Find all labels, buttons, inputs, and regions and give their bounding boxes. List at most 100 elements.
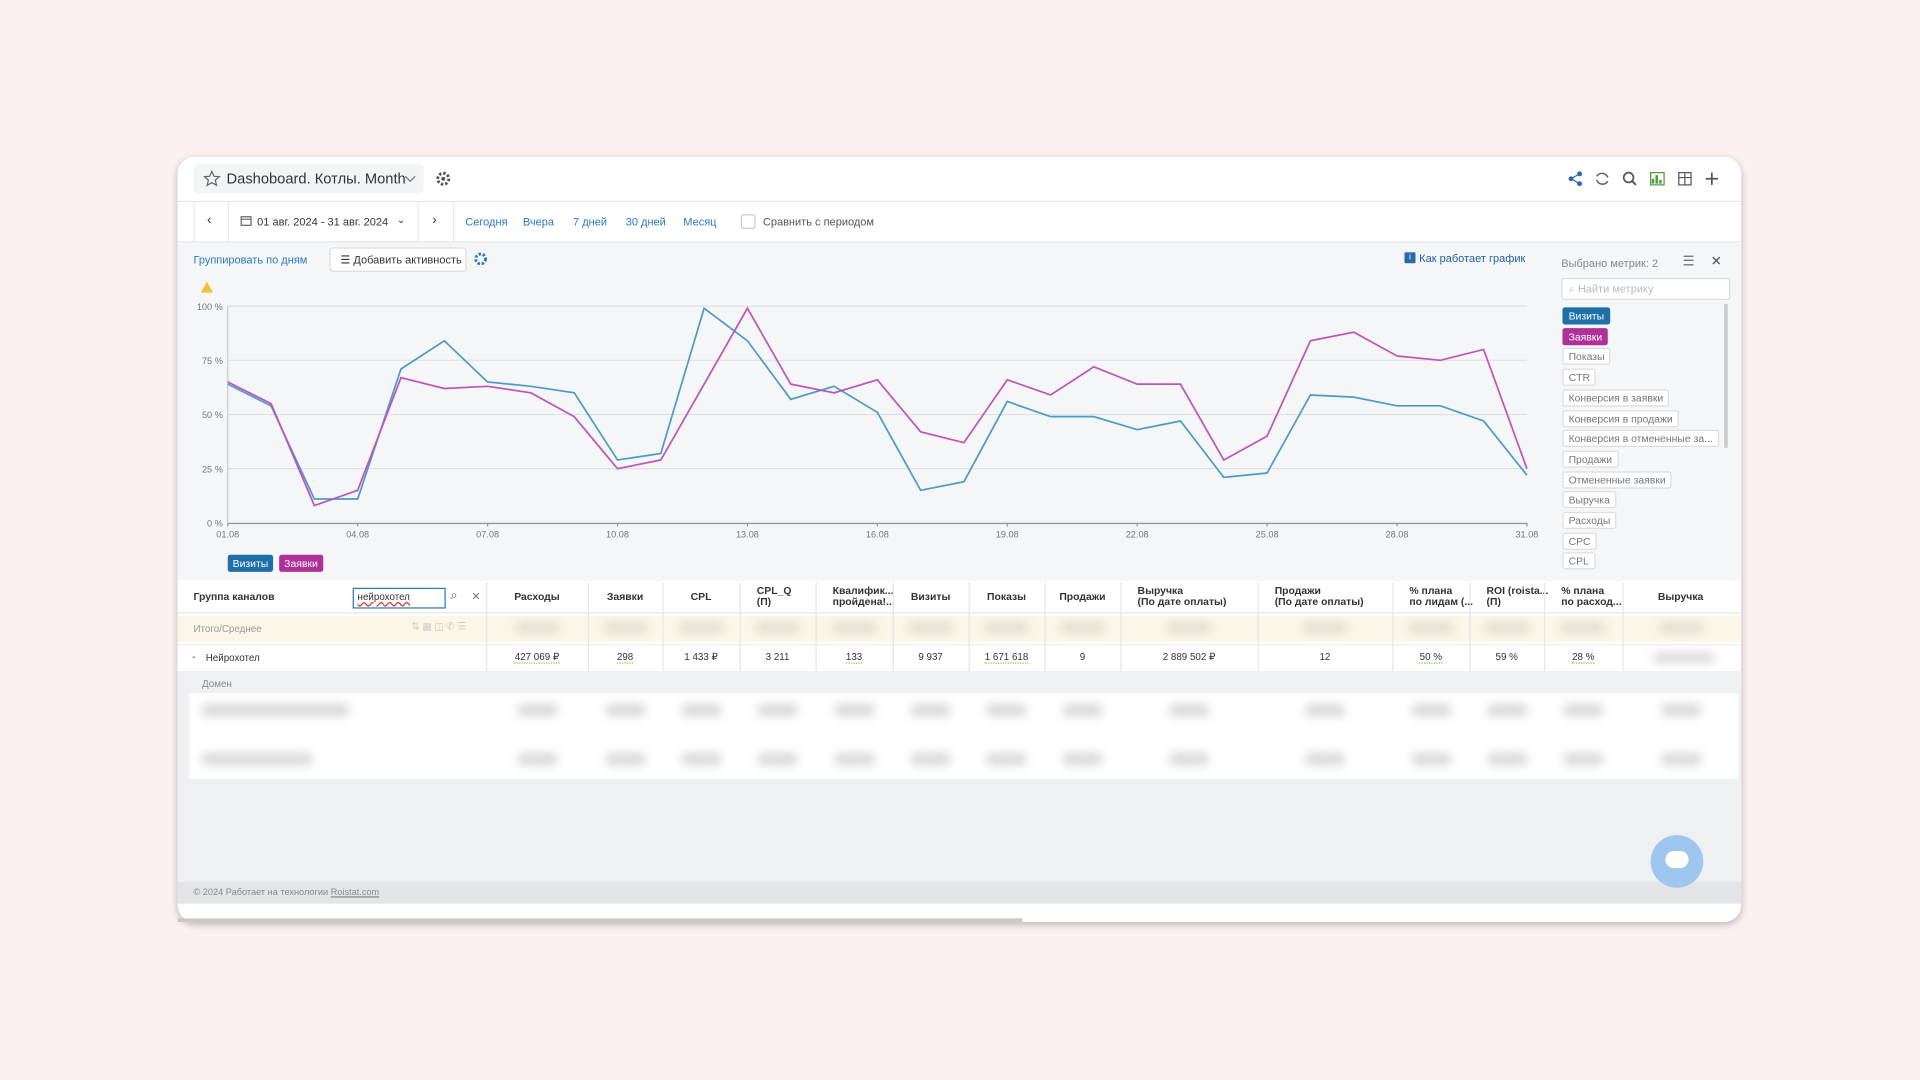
cell: 28 %: [1544, 651, 1622, 664]
column-border: [662, 582, 664, 672]
blurred-cell: [202, 753, 313, 766]
divider: [177, 644, 1742, 646]
cell: 3 211: [740, 651, 816, 662]
metric-item[interactable]: CPC: [1562, 532, 1597, 550]
channel-search[interactable]: [352, 587, 446, 609]
metric-item[interactable]: CPL: [1562, 552, 1595, 570]
row-toggle[interactable]: -: [192, 651, 196, 663]
placeholder-text: Найти метрику: [1577, 282, 1654, 296]
blurred-cell: [1060, 623, 1105, 632]
column-header[interactable]: Квалифик... пройдена!...: [832, 584, 895, 608]
dashboard-title[interactable]: Dashoboard. Котлы. Month: [226, 170, 406, 188]
prev-button[interactable]: ‹: [206, 213, 212, 228]
metric-item[interactable]: Конверсия в заявки: [1562, 389, 1670, 407]
add-activity-button[interactable]: [329, 247, 467, 272]
chart-icon[interactable]: [1650, 172, 1665, 186]
blurred-cell: [1487, 704, 1527, 717]
x-tick-label: 10.08: [606, 530, 629, 540]
column-header[interactable]: Визиты: [910, 590, 951, 603]
column-header[interactable]: Показы: [987, 590, 1027, 603]
h-scrollbar: [177, 918, 1023, 923]
preset-link[interactable]: Вчера: [522, 215, 554, 228]
divider: [177, 200, 1742, 203]
column-header[interactable]: Заявки: [606, 590, 644, 603]
add-activity-label[interactable]: ☰ Добавить активность: [340, 253, 461, 266]
search-button[interactable]: ⌕: [450, 588, 458, 603]
date-chevron[interactable]: ⌄: [396, 214, 405, 226]
column-header[interactable]: Продажи (По дате оплаты): [1274, 584, 1364, 608]
cell-value: 9 937: [918, 651, 943, 663]
legend-entry[interactable]: Визиты: [227, 554, 274, 572]
column-header[interactable]: Группа каналов: [193, 590, 275, 603]
share-icon[interactable]: [1568, 171, 1583, 187]
preset-link[interactable]: Сегодня: [465, 215, 508, 228]
divider: [453, 202, 455, 242]
metric-item[interactable]: Продажи: [1562, 450, 1619, 468]
column-header[interactable]: % плана по расход...: [1561, 584, 1622, 608]
blurred-cell: [1169, 704, 1209, 717]
chevron[interactable]: [404, 174, 416, 184]
close-icon[interactable]: ✕: [1710, 254, 1722, 270]
footer: [177, 881, 1742, 904]
metric-item[interactable]: Конверсия в продажи: [1562, 409, 1679, 427]
column-header[interactable]: CPL: [690, 590, 712, 603]
next-button[interactable]: ›: [432, 213, 437, 228]
settings-icon[interactable]: [436, 171, 451, 186]
cell-value: 9: [1079, 651, 1086, 663]
star-icon[interactable]: [203, 170, 221, 187]
refresh-icon[interactable]: [1595, 172, 1609, 185]
blurred-cell: [605, 753, 645, 766]
blurred-cell: [986, 753, 1027, 766]
metric-item[interactable]: Конверсия в отмененные за...: [1562, 430, 1719, 448]
metric-item[interactable]: Визиты: [1562, 307, 1611, 325]
column-border: [587, 582, 589, 672]
preset-link[interactable]: 30 дней: [625, 215, 666, 228]
help-link[interactable]: Как работает график: [1419, 252, 1526, 265]
compare-label[interactable]: Сравнить с периодом: [762, 215, 874, 228]
list-icon: ☰: [340, 253, 354, 266]
column-header[interactable]: Продажи: [1059, 590, 1106, 603]
chart-settings-icon[interactable]: [474, 252, 487, 266]
clear-button[interactable]: ✕: [471, 590, 481, 603]
column-header[interactable]: Выручка: [1657, 590, 1704, 603]
blurred-cell: [911, 753, 951, 766]
list-view-icon[interactable]: ☰: [1682, 254, 1695, 270]
preset-link[interactable]: Месяц: [683, 215, 717, 228]
group-by[interactable]: Группировать по дням: [193, 253, 308, 266]
table-icon[interactable]: [1678, 172, 1692, 186]
blurred-cell: [1411, 753, 1451, 766]
metric-item[interactable]: Показы: [1562, 348, 1611, 366]
title-box[interactable]: [193, 164, 424, 194]
date-range[interactable]: 01 авг. 2024 - 31 авг. 2024: [257, 215, 389, 228]
column-header[interactable]: CPL_Q (П): [756, 584, 792, 608]
total-label: Итого/Среднее: [193, 623, 262, 635]
metric-search[interactable]: [1561, 277, 1731, 301]
blurred-cell: [605, 704, 645, 717]
row-label[interactable]: Нейрохотел: [205, 652, 260, 664]
blurred-cell: [757, 753, 798, 766]
channel-search-value[interactable]: нейрохотел: [357, 591, 410, 603]
column-header[interactable]: % плана по лидам (...: [1409, 584, 1474, 608]
legend-entry[interactable]: Заявки: [279, 554, 323, 572]
column-header[interactable]: Выручка (По дате оплаты): [1137, 584, 1227, 608]
blurred-cell: [681, 704, 721, 717]
add-icon[interactable]: [1705, 172, 1718, 185]
metric-item[interactable]: CTR: [1562, 368, 1597, 386]
column-border: [1469, 582, 1471, 672]
metric-item[interactable]: Отмененные заявки: [1562, 470, 1672, 489]
metric-item[interactable]: Расходы: [1562, 511, 1617, 529]
total-row: [177, 615, 1742, 642]
blurred-cell: [1305, 704, 1345, 717]
x-tick-label: 22.08: [1126, 530, 1149, 540]
column-header[interactable]: Расходы: [514, 590, 560, 603]
metric-item[interactable]: Заявки: [1562, 327, 1609, 345]
x-tick-label: 28.08: [1386, 530, 1409, 540]
metric-item[interactable]: Выручка: [1562, 491, 1617, 509]
preset-link[interactable]: 7 дней: [573, 215, 608, 228]
total-icons: ⇅ ▦ ◫ ✆ ☰: [411, 620, 467, 632]
search-icon[interactable]: [1622, 171, 1637, 186]
compare-checkbox[interactable]: [740, 214, 756, 229]
column-header[interactable]: ROI (roista... (П): [1486, 584, 1549, 608]
footer-link[interactable]: Roistat.com: [330, 886, 380, 898]
x-tick-label: 31.08: [1515, 530, 1538, 540]
